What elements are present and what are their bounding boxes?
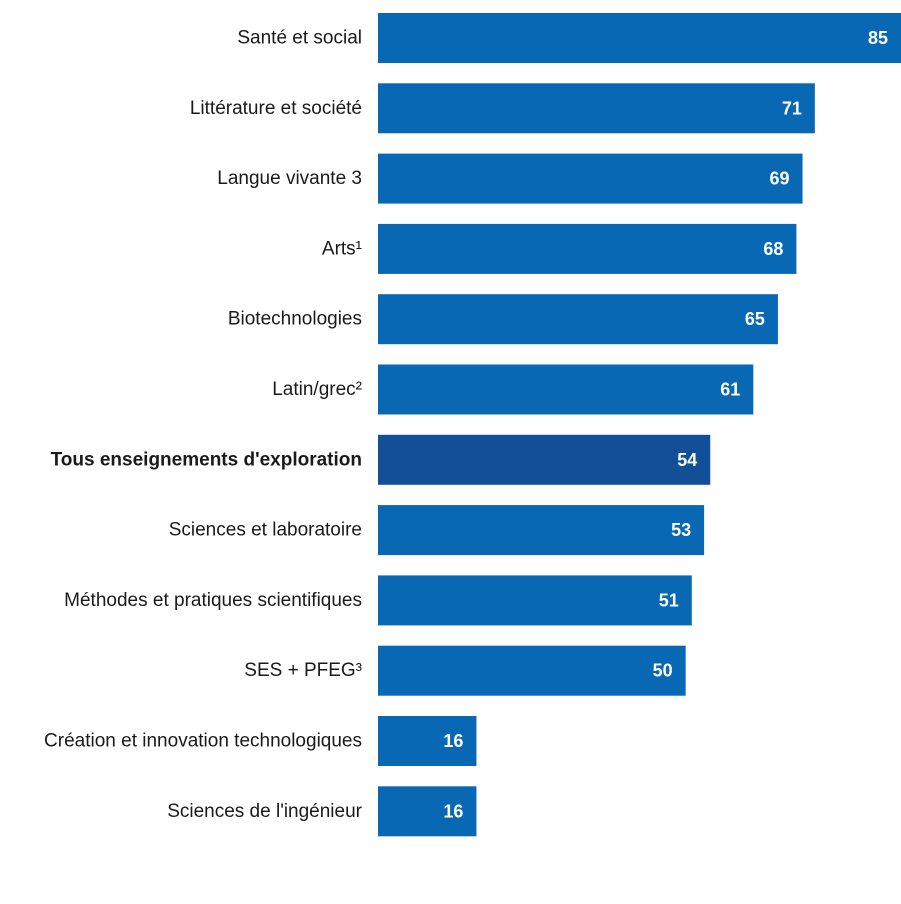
category-label-3: Arts¹: [322, 238, 362, 259]
bar-10: [378, 716, 477, 766]
bar-7: [378, 505, 705, 556]
bar-1: [378, 83, 815, 134]
bar-4: [378, 294, 778, 345]
category-label-2: Langue vivante 3: [217, 168, 362, 189]
category-label-6: Tous enseignements d'exploration: [51, 449, 362, 470]
bar-3: [378, 223, 797, 274]
category-label-4: Biotechnologies: [228, 309, 362, 330]
bar-9: [378, 645, 686, 696]
value-label-0: 85: [868, 28, 888, 48]
value-label-11: 16: [443, 801, 463, 821]
category-label-5: Latin/grec²: [272, 379, 362, 400]
value-label-1: 71: [782, 98, 802, 118]
value-label-4: 65: [745, 309, 765, 329]
category-label-7: Sciences et laboratoire: [169, 520, 362, 541]
category-label-10: Création et innovation technologiques: [44, 731, 362, 752]
category-label-9: SES + PFEG³: [244, 660, 362, 681]
category-label-0: Santé et social: [237, 28, 362, 49]
category-label-11: Sciences de l'ingénieur: [167, 801, 362, 822]
bar-5: [378, 364, 754, 415]
bar-2: [378, 153, 803, 204]
value-label-9: 50: [653, 661, 673, 681]
value-label-10: 16: [443, 731, 463, 751]
value-label-5: 61: [720, 380, 740, 400]
category-label-8: Méthodes et pratiques scientifiques: [64, 590, 362, 611]
bar-0: [378, 13, 901, 63]
value-label-3: 68: [763, 239, 783, 259]
value-label-2: 69: [770, 169, 790, 189]
value-label-8: 51: [659, 590, 679, 610]
category-label-1: Littérature et société: [190, 98, 362, 119]
bar-6: [378, 434, 711, 485]
bar-11: [378, 786, 477, 837]
bar-8: [378, 575, 692, 626]
value-label-7: 53: [671, 520, 691, 540]
bars-group: Santé et social 85 Littérature et société 7…: [44, 13, 901, 837]
value-label-6: 54: [677, 450, 697, 470]
